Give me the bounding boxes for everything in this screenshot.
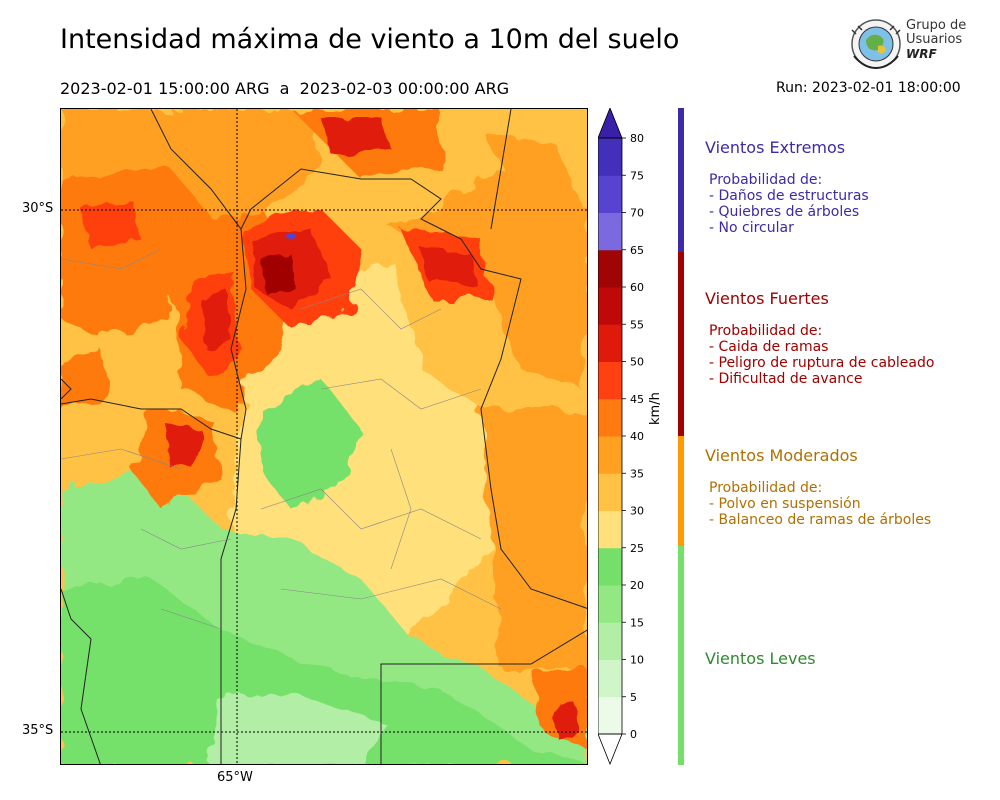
colorbar-tick-label: 35 xyxy=(630,467,644,480)
legend-category-line: Probabilidad de: xyxy=(709,480,823,496)
period-start: 2023-02-01 15:00:00 ARG xyxy=(60,79,270,98)
legend-category-title: Vientos Fuertes xyxy=(705,289,829,308)
colorbar-tick-label: 80 xyxy=(630,132,644,145)
colorbar-tick-label: 15 xyxy=(630,616,644,629)
period-end: 2023-02-03 00:00:00 ARG xyxy=(299,79,510,98)
legend-category-line: - Caida de ramas xyxy=(709,339,829,355)
colorbar-tick-label: 5 xyxy=(630,691,637,704)
legend-category-line: - Balanceo de ramas de árboles xyxy=(709,512,932,528)
legend-category-line: - Dificultad de avance xyxy=(709,371,863,387)
colorbar-tick-label: 25 xyxy=(630,542,644,555)
colorbar-segment xyxy=(598,324,622,362)
grupo-usuarios-wrf-logo: Grupo de Usuarios WRF xyxy=(848,16,978,76)
colorbar-segment xyxy=(598,361,622,400)
colorbar: 0 5 10 15 20 25 30 35 40 45 50 55 60 65 70 75 80 xyxy=(597,106,658,768)
globe-logo-icon xyxy=(851,19,901,70)
run-time: Run: 2023-02-01 18:00:00 xyxy=(776,80,961,96)
map-title: Intensidad máxima de viento a 10m del su… xyxy=(60,24,680,55)
colorbar-tick-label: 55 xyxy=(630,318,644,331)
colorbar-segment xyxy=(598,585,622,623)
colorbar-segment xyxy=(598,249,622,288)
colorbar-tick-label: 10 xyxy=(630,654,644,667)
logo-line-2: Usuarios xyxy=(906,32,963,47)
legend-category-line: - No circular xyxy=(709,220,794,236)
legend-category-line: - Polvo en suspensión xyxy=(709,496,861,512)
legend-category-title: Vientos Extremos xyxy=(705,138,846,157)
colorbar-segment xyxy=(598,696,622,735)
colorbar-segment xyxy=(598,398,622,437)
colorbar-tick-label: 50 xyxy=(630,356,644,369)
logo-line-1: Grupo de xyxy=(906,18,967,33)
colorbar-segment xyxy=(598,510,622,549)
colorbar-segment xyxy=(598,547,622,586)
legend-category-line: Probabilidad de: xyxy=(709,323,823,339)
legend-category-line: Probabilidad de: xyxy=(709,172,823,188)
colorbar-segment xyxy=(598,659,622,698)
colorbar-tick-label: 45 xyxy=(630,393,644,406)
legend-category-line: - Daños de estructuras xyxy=(709,188,869,204)
lat-label-35s: 35°S xyxy=(22,723,54,738)
legend-color-bar xyxy=(678,252,684,436)
colorbar-segment xyxy=(598,138,622,176)
legend-category-title: Vientos Moderados xyxy=(705,446,858,465)
colorbar-tick-label: 40 xyxy=(630,430,644,443)
colorbar-segment xyxy=(598,473,622,511)
colorbar-tick-label: 0 xyxy=(630,728,637,741)
wind-field-image xyxy=(61,109,587,764)
legend-category-line: - Peligro de ruptura de cableado xyxy=(709,355,935,371)
wind-category-legend: Vientos Extremos Probabilidad de: - Daños … xyxy=(678,108,988,765)
colorbar-tick-label: 75 xyxy=(630,169,644,182)
legend-color-bar xyxy=(678,108,684,252)
colorbar-segment xyxy=(598,175,622,213)
period-separator: a xyxy=(279,79,290,98)
colorbar-scale: 0 5 10 15 20 25 30 35 40 45 50 55 60 65 70 75 80 xyxy=(597,106,644,766)
colorbar-segment xyxy=(598,436,622,474)
legend-color-bar xyxy=(678,436,684,546)
forecast-period: 2023-02-01 15:00:00 ARG a 2023-02-03 00:… xyxy=(60,79,509,98)
colorbar-tick-label: 20 xyxy=(630,579,644,592)
colorbar-tick-label: 60 xyxy=(630,281,644,294)
legend-color-bar xyxy=(678,546,684,765)
colorbar-min-extension xyxy=(597,733,623,766)
lat-label-30s: 30°S xyxy=(22,201,54,216)
colorbar-units: km/h xyxy=(648,392,663,425)
colorbar-tick-label: 70 xyxy=(630,207,644,220)
lon-label-65w: 65°W xyxy=(217,770,253,785)
legend-category-line: - Quiebres de árboles xyxy=(709,204,860,220)
colorbar-segment xyxy=(598,287,622,325)
colorbar-segment xyxy=(598,622,622,660)
wind-map xyxy=(60,108,588,765)
colorbar-tick-label: 30 xyxy=(630,505,644,518)
legend-category-title: Vientos Leves xyxy=(705,649,816,668)
logo-line-3: WRF xyxy=(906,47,937,61)
colorbar-max-extension xyxy=(597,106,623,139)
colorbar-segment xyxy=(598,212,622,251)
colorbar-tick-label: 65 xyxy=(630,244,644,257)
